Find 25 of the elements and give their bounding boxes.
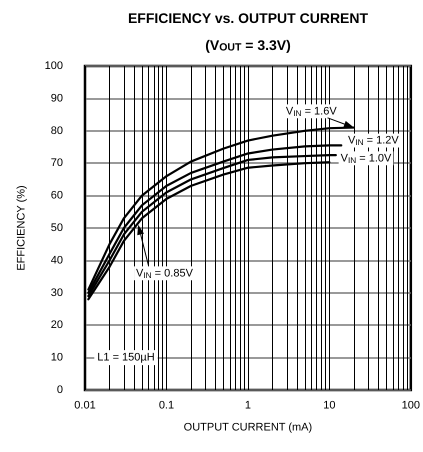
y-tick-label: 80 — [50, 124, 63, 137]
x-tick-label: 10 — [323, 400, 336, 412]
y-tick-label: 20 — [50, 319, 63, 332]
text: VIN = 0.85V — [136, 267, 194, 280]
y-tick-label: 60 — [50, 190, 63, 202]
x-tick-label: 0.01 — [74, 400, 96, 412]
y-tick-label: 10 — [50, 352, 63, 364]
x-tick-label: 1 — [244, 400, 251, 412]
series-label: VIN = 1.0V — [340, 152, 392, 165]
y-tick-label: 30 — [50, 286, 63, 299]
y-tick-label: 0 — [56, 384, 63, 396]
y-tick-label: 90 — [50, 92, 63, 104]
y-tick-label: 50 — [50, 222, 63, 234]
x-tick-label: 0.1 — [158, 400, 174, 412]
chart-title: EFFICIENCY vs. OUTPUT CURRENT — [128, 10, 368, 26]
y-tick-label: 100 — [44, 60, 63, 72]
chart-subtitle: (VOUT = 3.3V) — [205, 37, 291, 54]
annotation: L1 = 150µH — [97, 352, 155, 364]
x-tick-label: 100 — [402, 400, 420, 412]
y-tick-label: 70 — [50, 157, 63, 170]
legend-label: VIN = 1.2V — [348, 134, 400, 147]
y-tick-label: 40 — [50, 254, 63, 266]
y-axis-title: EFFICIENCY (%) — [16, 185, 28, 271]
series-label: VIN = 1.6V — [286, 105, 338, 118]
x-axis-title: OUTPUT CURRENT (mA) — [184, 422, 312, 434]
